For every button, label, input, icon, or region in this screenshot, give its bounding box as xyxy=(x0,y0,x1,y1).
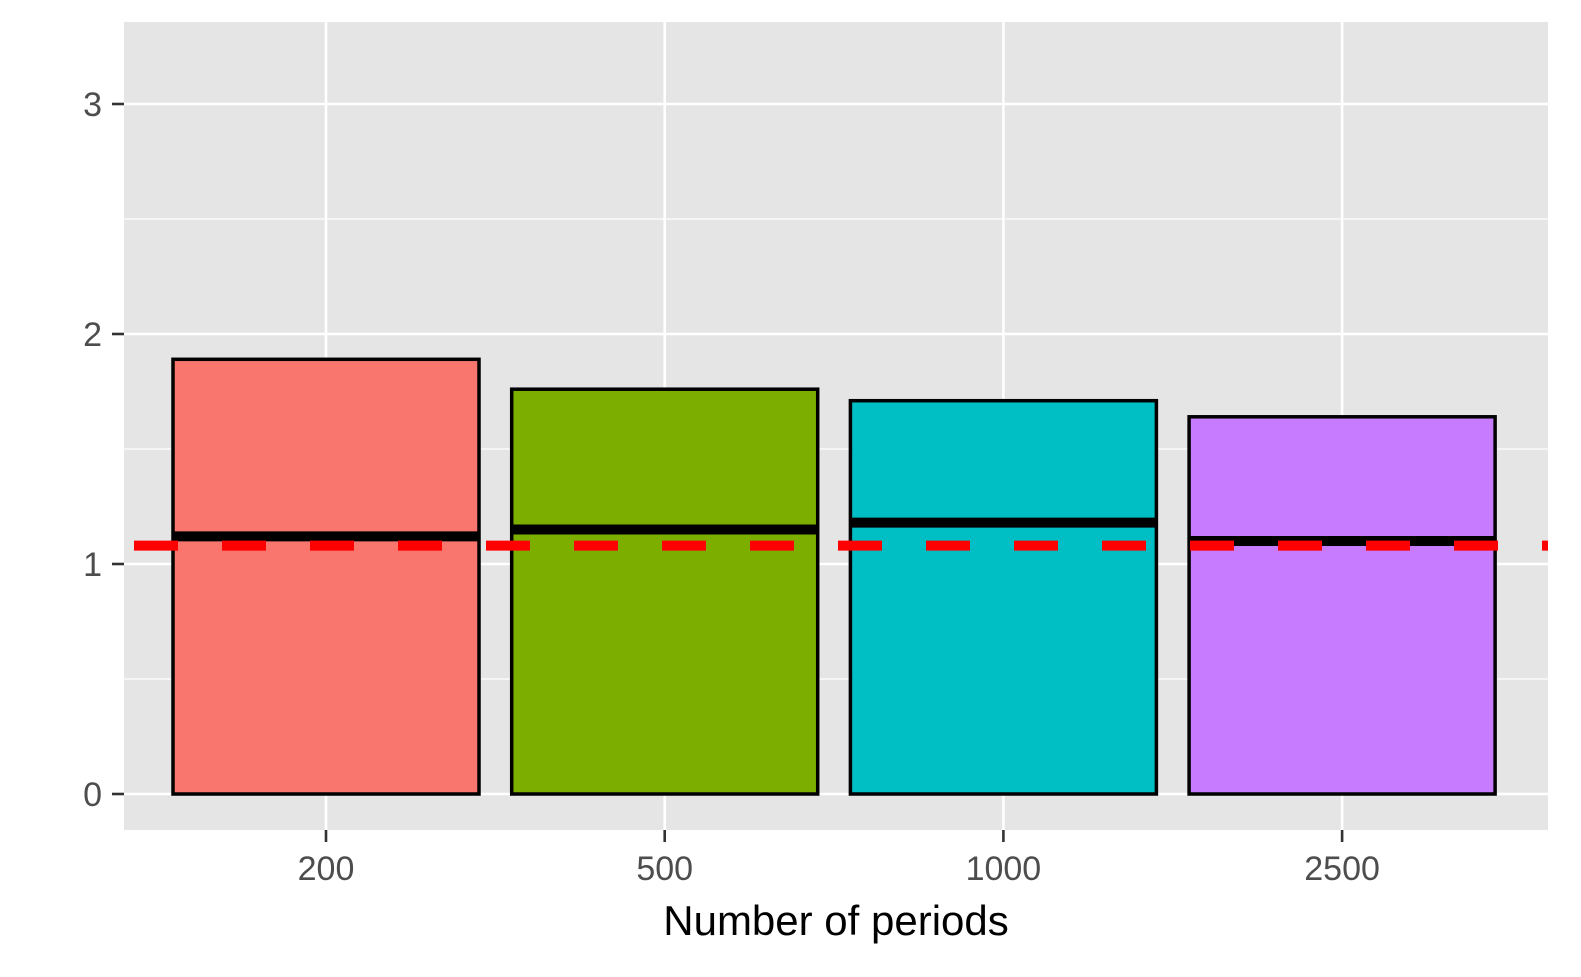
x-tick-label: 200 xyxy=(298,850,355,888)
bar-200 xyxy=(171,357,481,796)
x-tick-label: 2500 xyxy=(1304,850,1380,888)
bar-500 xyxy=(509,387,820,796)
bars xyxy=(171,357,1497,796)
x-tick-label: 500 xyxy=(636,850,693,888)
y-tick-label: 2 xyxy=(83,316,102,354)
x-axis: 200 500 1000 2500 xyxy=(298,830,1380,888)
median-lines xyxy=(173,517,1496,546)
y-tick-label: 0 xyxy=(83,776,102,814)
y-tick-label: 3 xyxy=(83,86,102,124)
bar-2500 xyxy=(1187,415,1497,796)
x-tick-label: 1000 xyxy=(966,850,1042,888)
x-axis-title: Number of periods xyxy=(663,897,1009,944)
y-axis: 0 1 2 3 xyxy=(83,86,124,814)
y-tick-label: 1 xyxy=(83,546,102,584)
bar-1000 xyxy=(848,398,1159,796)
